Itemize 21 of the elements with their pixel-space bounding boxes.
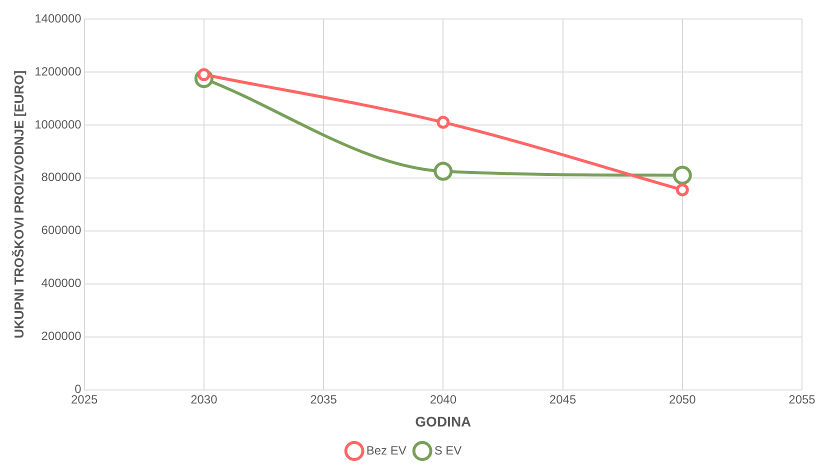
- point: [436, 116, 450, 129]
- x-tick-label: 2045: [549, 392, 576, 406]
- x-tick-label: 2030: [190, 392, 218, 406]
- y-tick-label: 1000000: [34, 117, 82, 132]
- y-axis-title: UKUPNI TROŠKOVI PROIZVODNJE [EURO]: [11, 70, 26, 338]
- x-axis-title: GODINA: [415, 413, 472, 430]
- x-tick-label: 2050: [669, 392, 696, 406]
- x-tick-label: 2055: [788, 392, 816, 406]
- point: [676, 183, 689, 196]
- point: [672, 166, 692, 185]
- x-tick-label: 2035: [310, 392, 338, 406]
- y-tick-label: 600000: [41, 223, 82, 238]
- x-tick-label: 2040: [430, 392, 457, 406]
- y-tick-label: 800000: [41, 170, 82, 184]
- y-tick-label: 400000: [41, 276, 82, 290]
- point: [434, 162, 453, 181]
- legend-label: S EV: [434, 443, 462, 458]
- y-tick-label: 200000: [41, 329, 82, 344]
- y-tick-label: 1200000: [34, 64, 82, 78]
- legend-label: Bez EV: [366, 443, 406, 458]
- y-tick-label: 1400000: [34, 11, 82, 26]
